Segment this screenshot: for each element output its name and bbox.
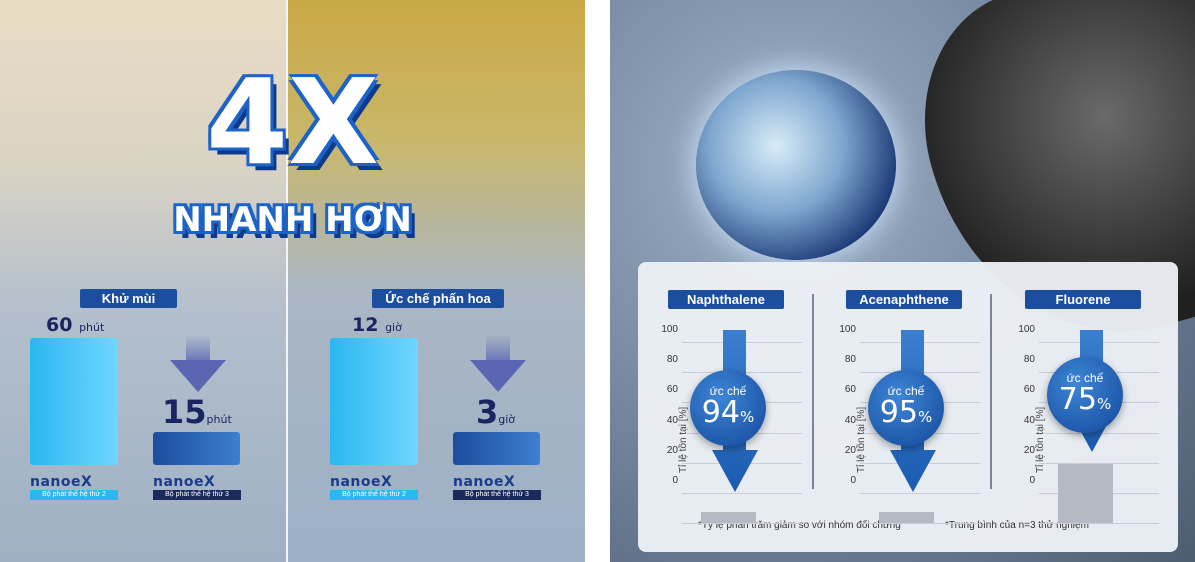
y-tick: 0	[1029, 475, 1035, 486]
gen2-caption: Bộ phát thế hệ thứ 2	[30, 490, 118, 500]
value: 12	[352, 314, 379, 336]
reduction-badge: ức chế 95%	[868, 370, 944, 446]
gridline	[860, 493, 980, 494]
panel-divider	[286, 0, 288, 562]
y-tick: 60	[666, 384, 678, 396]
subheadline: NHANH HƠN	[173, 200, 412, 240]
footnote-1: *Tỷ lệ phần trăm giảm so với nhóm đối ch…	[698, 520, 901, 531]
chart-title: Fluorene	[1025, 290, 1141, 309]
chart-title: Naphthalene	[668, 290, 784, 309]
left-panel: 4X NHANH HƠN Khử mùi 60 phút 15phút nano…	[0, 0, 585, 562]
reduction-value: 95	[879, 395, 918, 430]
y-tick: 100	[661, 324, 678, 335]
nanoex-logo: nanoeX	[453, 474, 516, 490]
unit: giờ	[498, 413, 516, 426]
y-tick: 0	[672, 475, 678, 486]
down-arrow-icon	[170, 360, 226, 392]
gen3-caption: Bộ phát thế hệ thứ 3	[153, 490, 241, 500]
gridline	[682, 493, 802, 494]
y-tick: 60	[844, 384, 856, 396]
arrow-shaft	[186, 335, 210, 363]
gen3-bar	[153, 432, 240, 465]
unit: giờ	[385, 321, 402, 334]
reduction-value: 75	[1058, 382, 1097, 417]
group-label-deodorize: Khử mùi	[80, 289, 177, 308]
before-value: 60 phút	[46, 314, 104, 336]
y-tick: 40	[1023, 414, 1035, 426]
right-panel: *Tỷ lệ phần trăm giảm so với nhóm đối ch…	[610, 0, 1195, 562]
baseline	[860, 523, 980, 524]
chart-fluorene: Fluorene 100 80 60 40 20 0 Tỉ lệ tồn tại [%] ức …	[1018, 262, 1193, 552]
gen2-bar	[330, 338, 418, 465]
y-tick: 60	[1023, 384, 1035, 396]
gridline	[1039, 462, 1159, 464]
y-tick: 80	[666, 354, 678, 366]
chart-title: Acenaphthene	[846, 290, 962, 309]
badge-value: 95%	[868, 398, 944, 432]
y-axis-label: Tỉ lệ tồn tại [%]	[856, 406, 867, 473]
value: 3	[476, 393, 499, 431]
y-tick: 40	[666, 414, 678, 426]
y-tick: 80	[844, 354, 856, 366]
badge-label: ức chế	[1066, 371, 1104, 385]
reduction-badge: ức chế 75%	[1047, 357, 1123, 433]
remaining-bar	[879, 512, 934, 523]
remaining-bar	[701, 512, 756, 523]
percent-sign: %	[739, 408, 755, 426]
gen2-bar	[30, 338, 118, 465]
y-tick: 0	[850, 475, 856, 486]
value: 15	[162, 393, 207, 431]
y-axis-label: Tỉ lệ tồn tại [%]	[1035, 406, 1046, 473]
pollen-background	[287, 0, 585, 562]
badge-label: ức chế	[887, 384, 925, 398]
reduction-badge: ức chế 94%	[690, 370, 766, 446]
results-card: *Tỷ lệ phần trăm giảm so với nhóm đối ch…	[638, 262, 1178, 552]
chart-divider	[990, 294, 992, 489]
y-tick: 100	[1018, 324, 1035, 335]
chart-acenaphthene: Acenaphthene 100 80 60 40 20 0 Tỉ lệ tồn tại [%…	[839, 262, 1014, 552]
headline: 4X	[205, 53, 380, 191]
y-tick: 20	[844, 444, 856, 456]
nanoex-logo: nanoeX	[330, 474, 393, 490]
chart-divider	[812, 294, 814, 489]
y-axis-label: Tỉ lệ tồn tại [%]	[678, 406, 689, 473]
footnote-2: *Trung bình của n=3 thử nghiệm	[945, 520, 1089, 531]
y-tick: 100	[839, 324, 856, 335]
unit: phút	[206, 413, 232, 426]
value: 60	[46, 314, 73, 336]
baseline	[1039, 523, 1159, 524]
nanoex-logo: nanoeX	[30, 474, 93, 490]
reduction-value: 94	[701, 395, 740, 430]
remaining-bar	[1058, 464, 1113, 523]
gen2-caption: Bộ phát thế hệ thứ 2	[330, 490, 418, 500]
percent-sign: %	[1096, 395, 1112, 413]
gen3-caption: Bộ phát thế hệ thứ 3	[453, 490, 541, 500]
down-arrow-icon	[470, 360, 526, 392]
y-tick: 20	[666, 444, 678, 456]
before-value: 12 giờ	[352, 314, 402, 336]
group-label-pollen: Ức chế phấn hoa	[372, 289, 504, 308]
badge-label: ức chế	[709, 384, 747, 398]
y-tick: 80	[1023, 354, 1035, 366]
percent-sign: %	[917, 408, 933, 426]
nanoex-logo: nanoeX	[153, 474, 216, 490]
baseline	[682, 523, 802, 524]
arrow-shaft	[486, 335, 510, 363]
molecule-sphere-image	[696, 70, 896, 260]
badge-value: 94%	[690, 398, 766, 432]
y-tick: 20	[1023, 444, 1035, 456]
gen3-bar	[453, 432, 540, 465]
after-value: 15phút	[162, 392, 232, 440]
chart-naphthalene: Naphthalene 100 80 60 40 20 0 Tỉ lệ tồn tại [%]…	[661, 262, 836, 552]
y-tick: 40	[844, 414, 856, 426]
badge-value: 75%	[1047, 385, 1123, 419]
after-value: 3giờ	[476, 392, 515, 440]
unit: phút	[79, 321, 105, 334]
